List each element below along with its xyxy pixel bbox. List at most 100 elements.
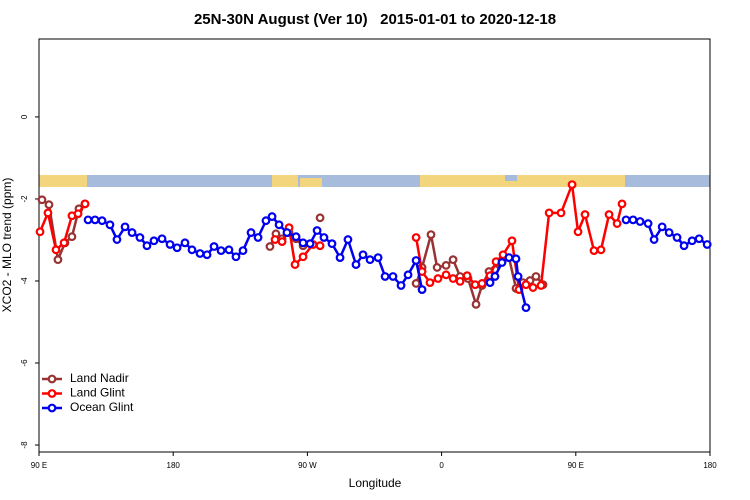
point	[327, 239, 337, 249]
point	[604, 210, 614, 219]
point	[67, 232, 77, 242]
point	[224, 245, 234, 255]
point	[490, 272, 500, 281]
point	[157, 234, 167, 244]
x-tick-label: 180	[703, 461, 717, 470]
point	[80, 199, 90, 209]
point	[209, 242, 219, 251]
point	[417, 285, 427, 294]
point	[312, 226, 322, 235]
point	[628, 215, 638, 225]
point	[195, 249, 205, 258]
point	[470, 280, 480, 290]
point	[298, 252, 308, 262]
point	[120, 222, 130, 232]
point	[261, 216, 271, 226]
point	[411, 279, 421, 288]
point	[59, 238, 69, 248]
point	[335, 253, 345, 262]
point	[90, 215, 100, 225]
point	[567, 180, 577, 189]
point	[380, 272, 390, 281]
plot-frame	[38, 38, 711, 453]
point	[149, 236, 159, 246]
point	[702, 240, 712, 249]
point	[448, 274, 458, 283]
point	[343, 235, 353, 244]
land-sea-strip	[39, 175, 710, 187]
point	[274, 220, 284, 230]
point	[511, 254, 521, 264]
point	[105, 220, 115, 230]
point	[485, 278, 495, 288]
point	[282, 228, 292, 237]
point	[462, 271, 472, 281]
y-tick-label: -4	[20, 277, 29, 285]
point	[556, 208, 566, 218]
point	[43, 208, 53, 218]
point	[35, 227, 45, 237]
point	[44, 200, 54, 210]
y-tick-label: -8	[20, 441, 29, 449]
point	[589, 246, 599, 256]
point	[664, 228, 674, 237]
y-axis-title: XCO2 - MLO trend (ppm)	[0, 178, 14, 313]
point	[73, 209, 83, 219]
point	[37, 195, 47, 205]
x-axis-title: Longitude	[349, 476, 402, 490]
point	[291, 232, 301, 242]
point	[388, 272, 398, 281]
point	[290, 260, 300, 269]
point	[172, 243, 182, 253]
legend-marker	[47, 374, 57, 384]
point	[216, 246, 226, 256]
point	[521, 280, 531, 290]
point	[635, 217, 645, 226]
legend-marker	[47, 389, 57, 398]
point	[657, 222, 667, 232]
point	[448, 255, 458, 265]
point	[573, 227, 583, 237]
point	[477, 279, 487, 288]
point	[127, 228, 137, 237]
point	[315, 241, 325, 251]
x-tick-label: 0	[439, 461, 444, 470]
point	[277, 237, 287, 247]
point	[672, 233, 682, 242]
x-tick-label: 180	[167, 461, 181, 470]
point	[253, 233, 263, 242]
legend-label: Ocean Glint	[70, 400, 134, 414]
point	[643, 219, 653, 228]
point	[187, 245, 197, 255]
point	[112, 235, 122, 244]
point	[270, 235, 280, 244]
point	[528, 283, 538, 292]
y-tick-label: -2	[20, 195, 29, 203]
point	[135, 233, 145, 242]
point	[373, 253, 383, 262]
point	[403, 270, 413, 280]
point	[596, 245, 606, 255]
point	[504, 253, 514, 262]
point	[471, 299, 481, 309]
point	[265, 242, 275, 251]
point	[432, 263, 442, 272]
x-tick-label: 90 E	[31, 461, 47, 470]
point	[617, 199, 627, 209]
point	[51, 245, 61, 255]
point	[531, 272, 541, 281]
point	[83, 215, 93, 225]
point	[544, 208, 554, 218]
point	[425, 278, 435, 288]
y-tick-label: 0	[20, 114, 29, 119]
legend-label: Land Nadir	[70, 371, 129, 385]
point	[694, 234, 704, 244]
point	[319, 233, 329, 242]
point	[521, 303, 531, 313]
point	[298, 238, 308, 248]
point	[142, 241, 152, 251]
point	[426, 230, 436, 240]
point	[612, 219, 622, 228]
point	[246, 228, 256, 237]
point	[358, 250, 368, 260]
